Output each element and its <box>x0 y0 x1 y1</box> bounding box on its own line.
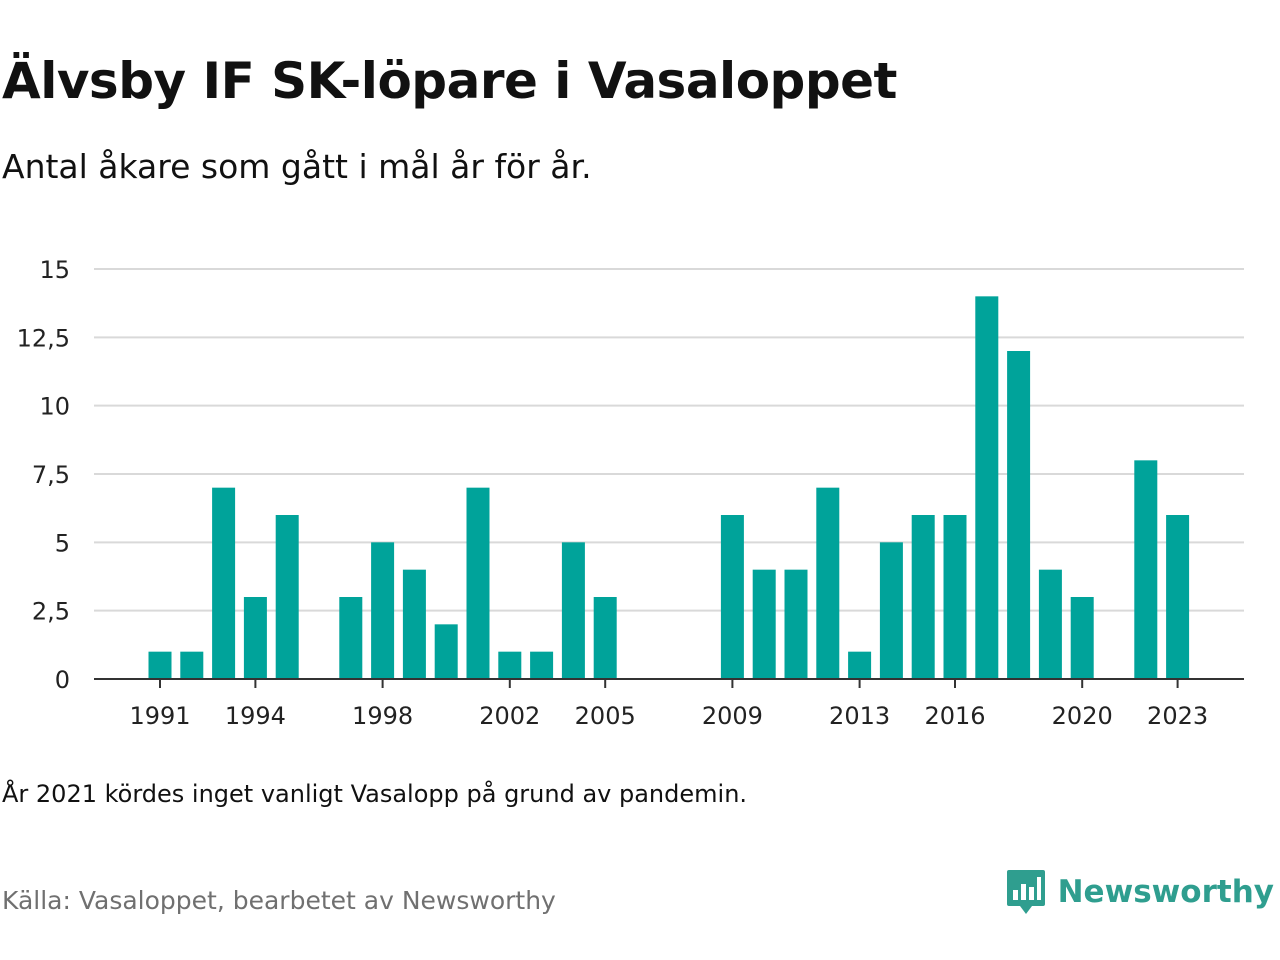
gridlines <box>94 268 1244 612</box>
y-tick-label: 15 <box>39 256 70 284</box>
x-tick-label: 1991 <box>129 702 190 730</box>
bar: 1997: 3 <box>339 597 363 679</box>
bar: 2017: 14 <box>975 296 999 679</box>
y-tick-label: 7,5 <box>32 461 70 489</box>
bar: 2011: 4 <box>784 569 808 679</box>
y-tick-label: 5 <box>55 529 70 557</box>
y-tick-label: 10 <box>39 393 70 421</box>
bar: 2023: 6 <box>1166 515 1190 679</box>
bar: 2016: 6 <box>943 515 967 679</box>
bar: 2002: 1 <box>498 651 522 679</box>
bar: 1993: 7 <box>212 487 236 679</box>
chart-title: Älvsby IF SK-löpare i Vasaloppet <box>2 52 897 110</box>
y-axis-ticks: 0 2,5 5 7,5 10 12,5 15 <box>17 256 70 694</box>
bar: 2003: 1 <box>530 651 554 679</box>
bar: 1994: 3 <box>243 597 267 679</box>
chart-subtitle: Antal åkare som gått i mål år för år. <box>2 147 592 186</box>
x-tick-label: 2023 <box>1147 702 1208 730</box>
bar: 2005: 3 <box>593 597 617 679</box>
bar: 2013: 1 <box>848 651 872 679</box>
bar: 2018: 12 <box>1007 351 1031 679</box>
y-tick-label: 2,5 <box>32 598 70 626</box>
x-tick-label: 2009 <box>702 702 763 730</box>
y-tick-label: 0 <box>55 666 70 694</box>
bar: 2015: 6 <box>911 515 935 679</box>
bar: 2022: 8 <box>1134 460 1158 679</box>
bar: 2012: 7 <box>816 487 840 679</box>
bar: 2001: 7 <box>466 487 490 679</box>
brand-name: Newsworthy <box>1057 874 1274 910</box>
bar: 1999: 4 <box>402 569 426 679</box>
bar-chart-speech-bubble-icon <box>1006 870 1045 914</box>
x-tick-label: 1994 <box>225 702 286 730</box>
x-tick-label: 2002 <box>479 702 540 730</box>
bar: 2019: 4 <box>1038 569 1062 679</box>
bar: 1995: 6 <box>275 515 299 679</box>
bar: 2020: 3 <box>1070 597 1094 679</box>
bar: 2004: 5 <box>561 542 585 679</box>
x-tick-label: 1998 <box>352 702 413 730</box>
x-tick-label: 2016 <box>924 702 985 730</box>
x-tick-label: 2013 <box>829 702 890 730</box>
newsworthy-logo: Newsworthy <box>1006 868 1274 916</box>
source-credit: Källa: Vasaloppet, bearbetet av Newswort… <box>2 886 556 915</box>
bar: 2010: 4 <box>752 569 776 679</box>
bar: 1991: 1 <box>148 651 172 679</box>
x-axis-ticks: 1991 1994 1998 2002 2005 2009 2013 2016 2020 2023 <box>129 679 1208 730</box>
bar: 2009: 6 <box>720 515 744 679</box>
y-tick-label: 12,5 <box>17 324 70 352</box>
bars: 1991: 1 1992: 1 1993: 7 1994: 3 1995: 6 1997:… <box>148 296 1190 679</box>
bar: 2000: 2 <box>434 624 458 679</box>
bar: 1998: 5 <box>371 542 395 679</box>
footnote: År 2021 kördes inget vanligt Vasalopp på… <box>2 780 748 808</box>
x-tick-label: 2020 <box>1052 702 1113 730</box>
bar: 2014: 5 <box>879 542 903 679</box>
bar: 1992: 1 <box>180 651 204 679</box>
x-tick-label: 2005 <box>575 702 636 730</box>
